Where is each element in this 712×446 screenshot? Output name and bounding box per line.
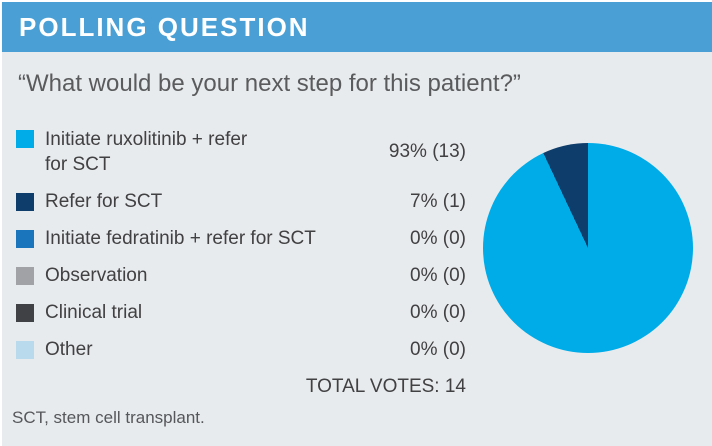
square-swatch-icon [16,192,34,211]
legend-item: Initiate ruxolitinib + refer for SCT 93% … [16,127,466,177]
legend-item-label: Initiate ruxolitinib + refer for SCT [45,129,248,175]
legend-item-value: 93% (13) [388,141,466,162]
legend-item: Other 0% (0) [16,337,466,362]
legend-item-value: 0% (0) [410,227,466,249]
legend-item-label: Initiate fedratinib + refer for SCT [45,228,316,249]
total-votes-row: TOTAL VOTES: 14 [16,376,466,398]
legend-item-value: 7% (1) [410,190,466,212]
legend-item-label: Clinical trial [45,302,143,323]
legend-item-label: Observation [45,265,148,286]
pie-chart [483,143,693,353]
legend-item-value: 0% (0) [410,338,466,360]
legend-item: Observation 0% (0) [16,263,466,288]
legend-item: Refer for SCT 7% (1) [16,189,466,214]
legend-item: Clinical trial 0% (0) [16,300,466,325]
legend-item-value: 0% (0) [410,264,466,286]
footnote-abbreviation: SCT, stem cell transplant. [12,408,205,427]
square-swatch-icon [16,303,34,322]
legend-item: Initiate fedratinib + refer for SCT 0% (0… [16,226,466,251]
square-swatch-icon [16,229,34,248]
square-swatch-icon [16,266,34,285]
total-votes-label: TOTAL VOTES: 14 [305,376,466,397]
poll-results-legend: Initiate ruxolitinib + refer for SCT 93% … [16,127,466,398]
square-swatch-icon [16,340,34,359]
legend-item-label: Other [45,339,93,360]
legend-item-label: Refer for SCT [45,191,163,212]
poll-question-text: “What would be your next step for this p… [18,70,521,97]
header-bar: POLLING QUESTION [2,2,712,52]
page-title: POLLING QUESTION [19,11,310,42]
legend-item-value: 0% (0) [410,301,466,323]
square-swatch-icon [16,130,34,148]
